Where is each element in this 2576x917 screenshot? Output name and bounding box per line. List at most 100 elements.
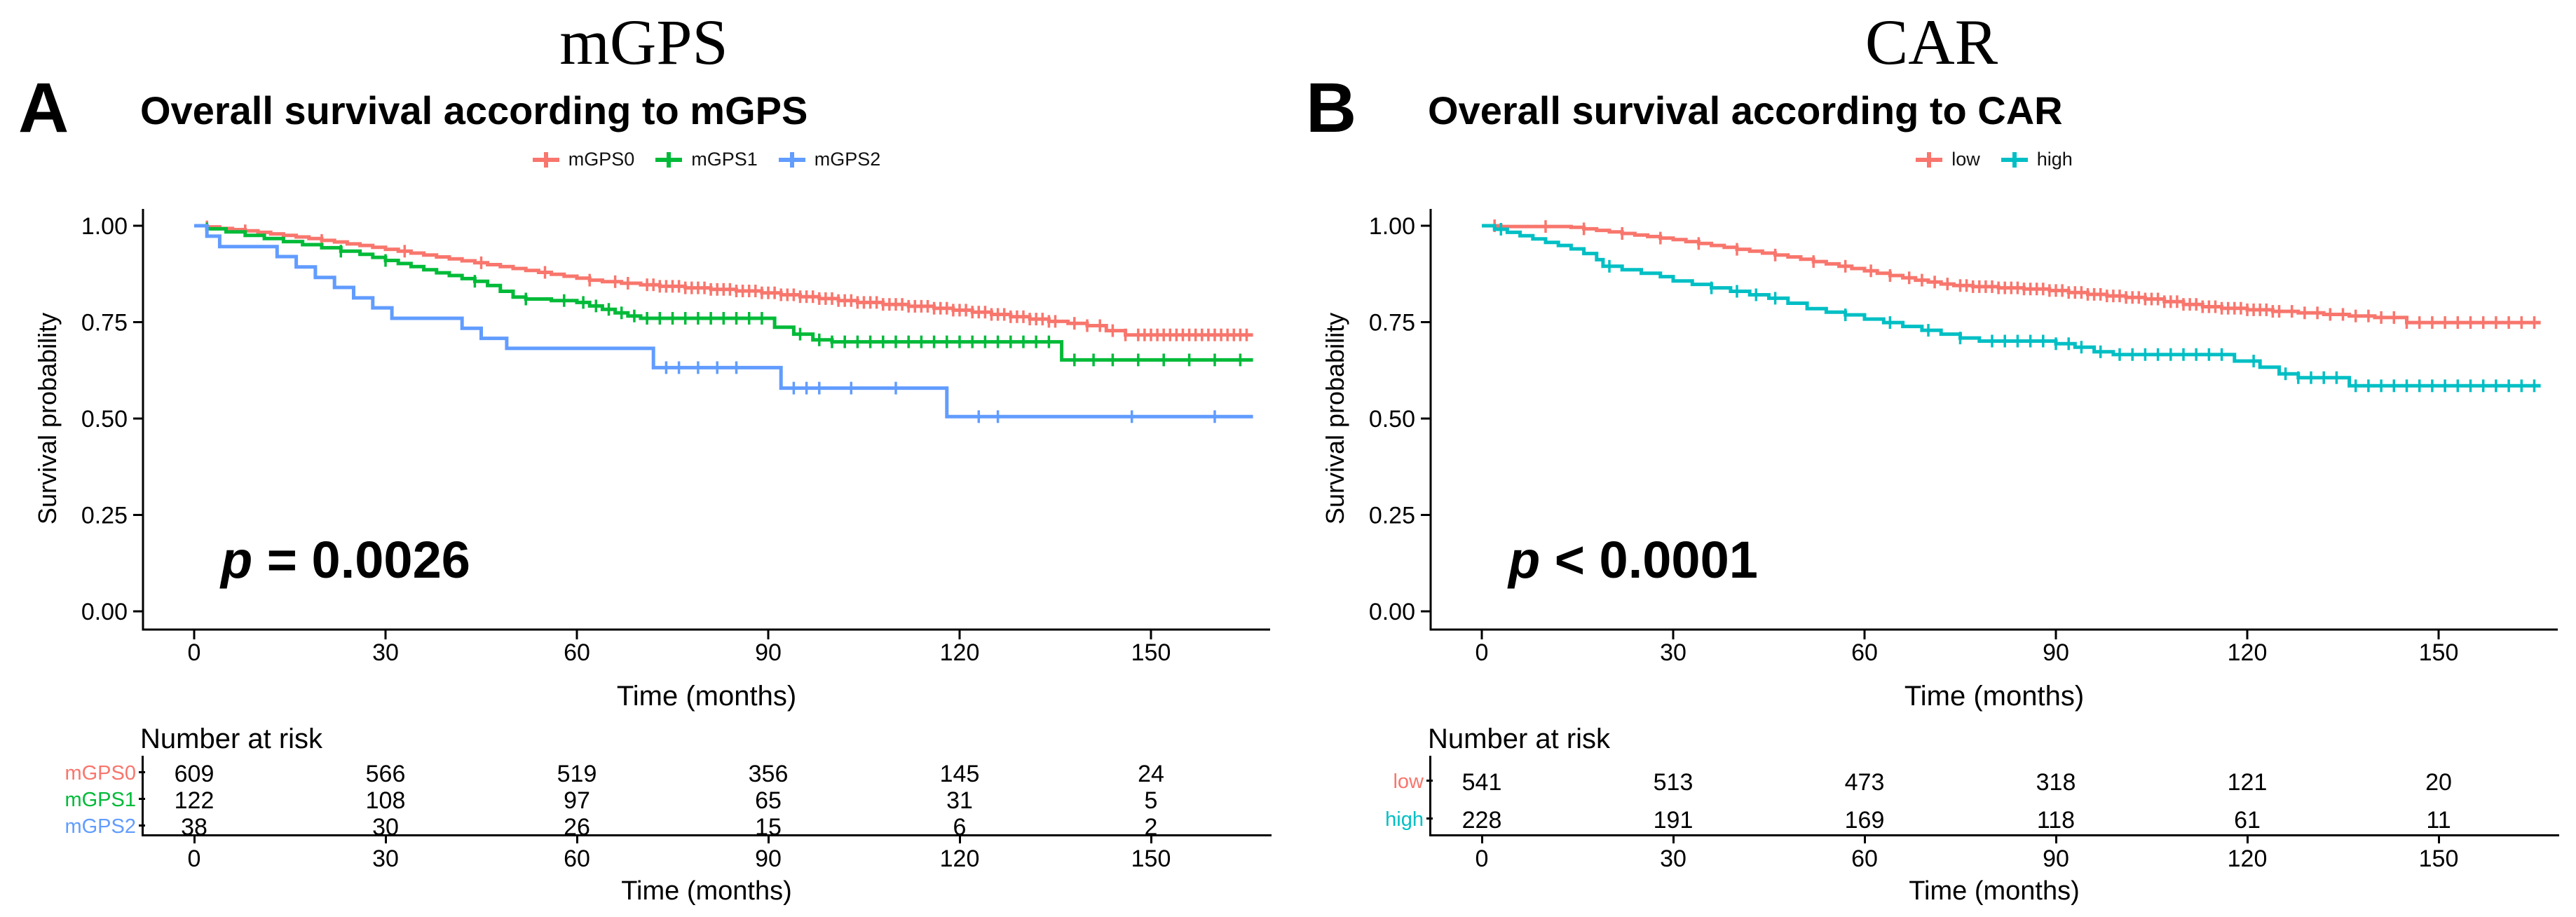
- risk-count: 97: [564, 787, 590, 814]
- x-tick-label: 30: [372, 639, 399, 666]
- panel-b-risk-table: Number at risk 0 30 60 90 120 150 Time (months…: [1288, 722, 2575, 917]
- plus-marker-icon: [655, 151, 683, 168]
- y-tick-label: 0.25: [81, 503, 128, 529]
- legend-label-mGPS1: mGPS1: [691, 149, 758, 170]
- panel-b-group-title: CAR: [1865, 6, 1998, 78]
- y-tick-label: 0.50: [1369, 406, 1415, 433]
- panel-a-risk-table: Number at risk 0 30 60 90 120 150 Time (months…: [0, 722, 1288, 917]
- risk-count: 24: [1138, 761, 1164, 787]
- y-tick-label: 0.75: [81, 310, 128, 337]
- legend-item-low: low: [1916, 150, 1980, 169]
- plus-marker-vbar: [667, 151, 672, 168]
- risk-axis-tick: [1863, 836, 1866, 843]
- risk-count: 11: [2426, 807, 2451, 834]
- risk-tick-label: 90: [2043, 845, 2069, 872]
- x-tick-label: 90: [2043, 639, 2069, 666]
- panel-a-heading: Overall survival according to mGPS: [140, 88, 808, 133]
- risk-table-title: Number at risk: [140, 724, 323, 754]
- plus-marker-icon: [2001, 151, 2028, 168]
- risk-tick-label: 60: [1851, 845, 1878, 872]
- risk-count: 191: [1653, 807, 1694, 834]
- risk-count: 169: [1844, 807, 1885, 834]
- risk-count: 519: [557, 761, 597, 787]
- risk-axis-tick: [767, 836, 770, 843]
- censor-marks-high: [1499, 223, 2536, 393]
- risk-row-tick: [1426, 817, 1433, 820]
- panel-b-legend: low high: [1431, 150, 2558, 169]
- x-tick-label: 30: [1660, 639, 1686, 666]
- plus-marker-vbar: [789, 151, 794, 168]
- risk-count: 609: [174, 761, 214, 787]
- risk-axis-tick: [575, 836, 578, 843]
- panel-b-plot: 1.00 0.75 0.50 0.25 0.00 0 30 60 90 120 150 Surviva…: [1321, 209, 2558, 712]
- censor-marks-low: [1493, 219, 2536, 330]
- x-axis-title: Time (months): [1904, 681, 2084, 712]
- panel-b-heading: Overall survival according to CAR: [1428, 88, 2063, 133]
- panel-a-group-title: mGPS: [559, 6, 728, 78]
- plus-marker-icon: [532, 151, 559, 168]
- risk-axis-tick: [2246, 836, 2249, 843]
- risk-row-tick: [139, 798, 145, 800]
- risk-tick-label: 0: [1475, 845, 1489, 872]
- risk-row-label-low: low: [1393, 770, 1424, 793]
- censor-marks-mGPS0: [205, 220, 1248, 341]
- y-tick-label: 0.50: [81, 406, 128, 433]
- x-tick-label: 60: [1851, 639, 1878, 666]
- risk-row-tick: [139, 824, 145, 827]
- risk-axis-hline: [142, 834, 1272, 836]
- legend-label-mGPS0: mGPS0: [568, 149, 635, 170]
- risk-count: 31: [946, 787, 973, 814]
- x-axis-title: Time (months): [617, 681, 796, 712]
- risk-count: 26: [564, 814, 590, 841]
- panel-b: CAR B Overall survival according to CAR …: [1288, 0, 2575, 917]
- risk-count: 15: [755, 814, 782, 841]
- risk-count: 228: [1461, 807, 1502, 834]
- y-axis-title: Survival probability: [1321, 313, 1349, 524]
- risk-count: 65: [755, 787, 782, 814]
- y-tick-label: 1.00: [1369, 213, 1415, 240]
- risk-count: 38: [181, 814, 207, 841]
- x-tick-label: 60: [564, 639, 590, 666]
- risk-row-label-high: high: [1385, 808, 1424, 831]
- risk-count: 541: [1461, 769, 1502, 796]
- risk-axis-tick: [2054, 836, 2057, 843]
- risk-count: 6: [953, 814, 967, 841]
- risk-row-tick: [139, 771, 145, 773]
- y-tick-label: 1.00: [81, 213, 128, 240]
- y-axis-title: Survival probability: [33, 313, 62, 524]
- legend-item-high: high: [2001, 150, 2073, 169]
- risk-count: 356: [748, 761, 789, 787]
- risk-count: 2: [1144, 814, 1158, 841]
- risk-table-title: Number at risk: [1428, 724, 1611, 754]
- risk-x-axis-title: Time (months): [1909, 876, 2080, 906]
- x-tick-label: 120: [940, 639, 980, 666]
- risk-tick-label: 60: [564, 845, 590, 872]
- panel-a-legend: mGPS0 mGPS1 mGPS2: [143, 150, 1270, 169]
- risk-axis-vline: [1429, 756, 1431, 836]
- panel-a-plot: 1.00 0.75 0.50 0.25 0.00 0 30 60 90 120 150 Surviva…: [33, 209, 1270, 712]
- panel-a-letter: A: [18, 69, 69, 147]
- risk-count: 118: [2036, 807, 2076, 834]
- x-tick-label: 120: [2228, 639, 2268, 666]
- legend-item-mGPS0: mGPS0: [532, 149, 635, 170]
- km-curve-mGPS1: [194, 224, 1253, 362]
- risk-count: 473: [1844, 769, 1885, 796]
- risk-axis-tick: [1672, 836, 1675, 843]
- risk-axis-tick: [1150, 836, 1152, 843]
- risk-tick-label: 120: [2227, 845, 2268, 872]
- risk-count: 30: [372, 814, 399, 841]
- legend-item-mGPS2: mGPS2: [778, 150, 880, 169]
- censor-marks-mGPS2: [665, 361, 1216, 423]
- risk-count: 20: [2425, 769, 2452, 796]
- risk-axis-tick: [384, 836, 387, 843]
- x-tick-label: 0: [188, 639, 201, 666]
- panel-a: mGPS A Overall survival according to mGP…: [0, 6, 1288, 917]
- risk-axis-tick: [2437, 836, 2440, 843]
- risk-row-tick: [1426, 780, 1433, 782]
- risk-axis-tick: [193, 836, 196, 843]
- risk-count: 122: [174, 787, 214, 814]
- risk-x-axis-title: Time (months): [621, 876, 792, 906]
- p-value-text: p = 0.0026: [219, 531, 470, 589]
- risk-count: 318: [2036, 769, 2076, 796]
- risk-count: 108: [365, 787, 406, 814]
